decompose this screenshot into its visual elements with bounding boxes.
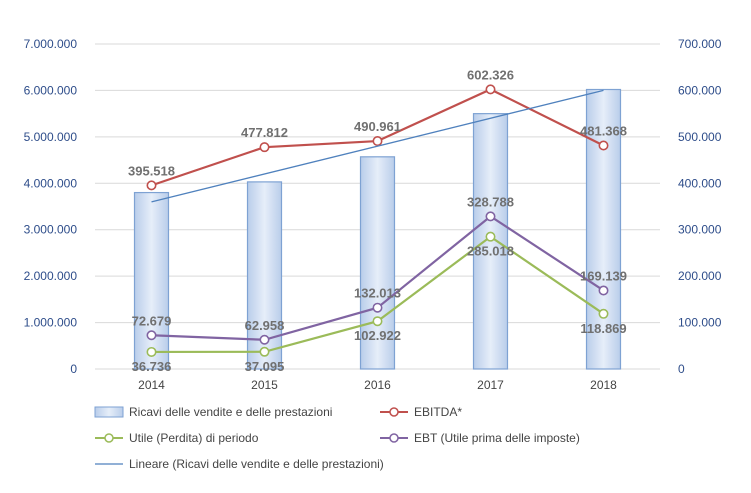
line-series [146,84,609,357]
data-label: 481.368 [580,124,627,139]
data-label: 132.013 [354,286,401,301]
y-right-tick-label: 200.000 [678,269,722,283]
series-point [146,346,157,357]
data-label: 490.961 [354,119,401,134]
data-label: 36.736 [132,359,172,374]
data-label: 37.095 [245,359,285,374]
legend-swatch-bar [94,406,124,418]
data-label: 477.812 [241,125,288,140]
legend-swatch-marker [389,407,399,417]
series-point [259,334,270,345]
data-label: 72.679 [132,313,172,328]
series-point [485,211,496,222]
legend-label: Utile (Perdita) di periodo [129,431,259,445]
data-label: 169.139 [580,268,627,283]
legend-swatch-marker [389,433,399,443]
series-point [146,180,157,191]
legend-label: Lineare (Ricavi delle vendite e delle pr… [129,457,384,471]
y-left-tick-label: 0 [70,362,77,376]
series-point [598,140,609,151]
data-label: 328.788 [467,194,514,209]
revenue-trendline [151,89,604,203]
data-labels: 395.518 477.812 490.961 602.326 481.368 36.73… [128,67,627,374]
y-left-tick-label: 1.000.000 [24,316,78,330]
data-label: 285.018 [467,244,514,259]
revenue-bar [246,181,283,370]
series-point [259,142,270,153]
legend-label: EBT (Utile prima delle imposte) [414,431,580,445]
y-left-tick-label: 4.000.000 [24,176,78,190]
x-tick-label: 2014 [138,378,165,392]
series-point [372,316,383,327]
series-point [598,285,609,296]
x-tick-label: 2016 [364,378,391,392]
legend-swatch-marker [104,433,114,443]
series-point [146,330,157,341]
series-point [485,84,496,95]
y-right-tick-label: 400.000 [678,176,722,190]
y-right-tick-label: 100.000 [678,316,722,330]
y-right-tick-label: 500.000 [678,130,722,144]
y-right-tick-label: 0 [678,362,685,376]
data-label: 62.958 [245,318,285,333]
y-right-tick-label: 300.000 [678,223,722,237]
y-left-tick-label: 5.000.000 [24,130,78,144]
legend: Ricavi delle vendite e delle prestazioni… [94,405,580,471]
y-right-tick-label: 700.000 [678,37,722,51]
y-left-tick-label: 6.000.000 [24,83,78,97]
y-left-tick-label: 2.000.000 [24,269,78,283]
series-point [372,136,383,147]
y-left-tick-label: 7.000.000 [24,37,78,51]
legend-label: EBITDA* [414,405,462,419]
revenue-bar [585,88,622,370]
x-tick-label: 2015 [251,378,278,392]
data-label: 118.869 [580,321,626,336]
series-point [598,308,609,319]
legend-label: Ricavi delle vendite e delle prestazioni [129,405,332,419]
series-point [485,231,496,242]
x-tick-label: 2018 [590,378,617,392]
bar-series [133,88,622,370]
axes: 0 1.000.000 2.000.000 3.000.000 4.000.000 5.0… [24,37,722,392]
x-tick-label: 2017 [477,378,504,392]
series-point [259,346,270,357]
data-label: 602.326 [467,67,514,82]
data-label: 395.518 [128,163,175,178]
data-label: 102.922 [354,328,401,343]
y-right-tick-label: 600.000 [678,83,722,97]
series-point [372,302,383,313]
revenue-bar [359,156,396,370]
revenue-bar [472,113,509,370]
revenue-bar [133,191,170,370]
y-left-tick-label: 3.000.000 [24,223,78,237]
